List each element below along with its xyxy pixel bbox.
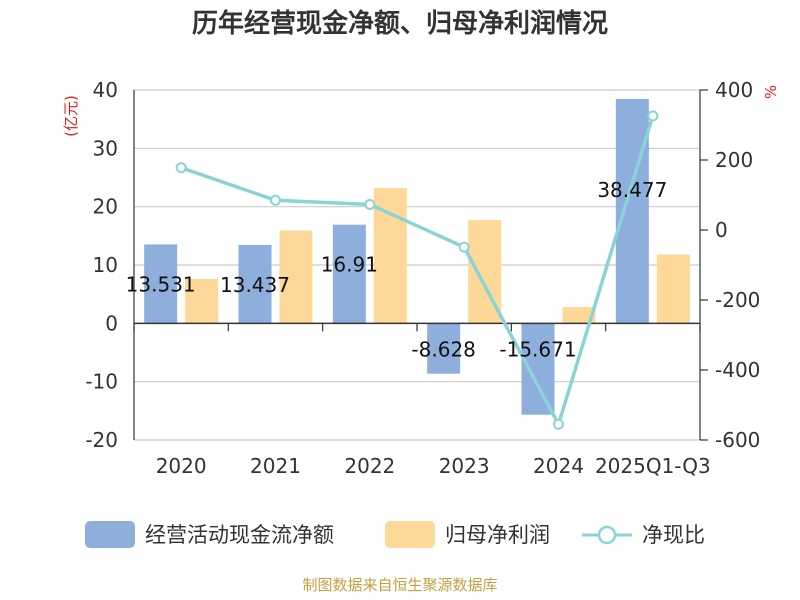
y-right-tick-label: 0 <box>715 218 728 242</box>
y-right-tick-label: 200 <box>715 148 753 172</box>
y-right-tick-label: -600 <box>715 428 760 452</box>
ratio-polyline <box>180 115 655 429</box>
x-tick-label: 2025Q1-Q3 <box>595 454 711 478</box>
x-tick-label: 2024 <box>533 454 584 478</box>
data-label-cashflow: 16.91 <box>321 253 378 277</box>
axes <box>133 89 708 441</box>
y-left-tick-label: -20 <box>85 428 118 452</box>
x-tick-label: 2021 <box>250 454 301 478</box>
bar-profit <box>185 279 219 324</box>
data-label-cashflow: -15.671 <box>499 337 576 361</box>
bar-cashflow <box>521 323 555 415</box>
y-left-tick-label: 0 <box>105 311 118 335</box>
bar-profit <box>656 254 690 324</box>
x-tick-label: 2023 <box>439 454 490 478</box>
bar-cashflow <box>238 244 272 324</box>
tick-labels: -20 -10 0 10 20 30 40 -600 -400 -200 0 200 400 2020 20… <box>85 78 760 478</box>
bar-cashflow <box>144 244 178 324</box>
x-tick-label: 2020 <box>156 454 207 478</box>
source-note: 制图数据来自恒生聚源数据库 <box>302 576 497 594</box>
legend-label-cashflow: 经营活动现金流净额 <box>145 523 334 547</box>
ratio-point <box>458 241 470 253</box>
x-tick-label: 2022 <box>344 454 395 478</box>
y-left-tick-label: 40 <box>93 78 118 102</box>
legend-label-ratio: 净现比 <box>642 523 705 547</box>
legend[interactable]: 经营活动现金流净额 归母净利润 净现比 <box>85 521 705 548</box>
bars <box>144 98 690 415</box>
y-left-tick-label: 30 <box>93 136 118 160</box>
grid <box>134 89 700 441</box>
data-label-cashflow: -8.628 <box>411 337 475 361</box>
legend-marker-ratio <box>597 525 617 545</box>
legend-label-profit: 归母净利润 <box>445 523 550 547</box>
ratio-point <box>270 194 281 206</box>
legend-swatch-cashflow <box>85 521 135 548</box>
chart-title: 历年经营现金净额、归母净利润情况 <box>192 8 608 39</box>
data-label-cashflow: 13.437 <box>220 273 290 297</box>
bar-cashflow <box>332 224 366 324</box>
ratio-line <box>175 110 659 430</box>
right-axis-unit: % <box>762 85 780 99</box>
ratio-point <box>647 110 659 122</box>
y-left-tick-label: -10 <box>85 370 118 394</box>
ratio-point <box>175 162 187 174</box>
ratio-point <box>553 418 564 430</box>
ratio-point <box>364 198 376 210</box>
data-labels: 13.531 13.437 16.91 -8.628 -15.671 38.477 <box>126 178 668 361</box>
bar-cashflow <box>615 98 649 324</box>
legend-swatch-profit <box>385 521 435 548</box>
bar-cashflow <box>427 323 461 374</box>
bar-profit <box>279 230 313 324</box>
data-label-cashflow: 13.531 <box>126 272 196 296</box>
y-right-tick-label: -400 <box>715 358 760 382</box>
left-axis-unit: (亿元) <box>62 95 80 137</box>
y-right-tick-label: -200 <box>715 288 760 312</box>
y-right-tick-label: 400 <box>715 78 753 102</box>
y-left-tick-label: 20 <box>93 195 118 219</box>
bar-profit <box>562 307 596 324</box>
y-left-tick-label: 10 <box>93 253 118 277</box>
data-label-cashflow: 38.477 <box>597 178 667 202</box>
